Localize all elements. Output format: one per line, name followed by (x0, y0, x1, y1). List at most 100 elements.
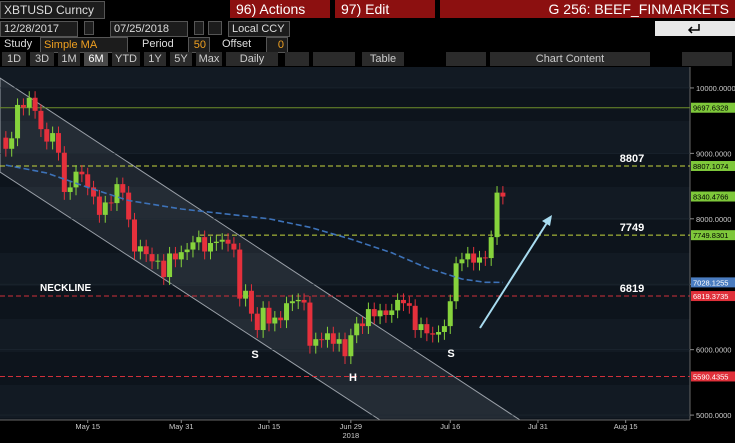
x-tick-label: Jul 31 (528, 422, 548, 431)
level-tag (691, 160, 735, 171)
level-tag (691, 191, 735, 202)
candle-body (307, 302, 313, 346)
range-button[interactable]: 3D (30, 52, 54, 66)
range-button[interactable]: 5Y (170, 52, 192, 66)
candle-body (465, 253, 471, 260)
level-tag-label: 7749.8301 (693, 231, 728, 240)
candle-body (395, 299, 401, 311)
candle-body (260, 307, 266, 331)
candle-body (266, 307, 272, 324)
back-arrow (687, 24, 700, 34)
candle-body (360, 323, 366, 327)
security[interactable]: XBTUSD Curncy (0, 1, 105, 19)
currency[interactable]: Local CCY (228, 21, 290, 37)
candle-body (3, 137, 9, 149)
candle-body (96, 196, 102, 215)
candle-body (424, 324, 430, 334)
settings-icon[interactable] (208, 21, 222, 35)
candle-body (102, 202, 108, 215)
end-date[interactable]: 07/25/2018 (110, 21, 188, 37)
candle-body (488, 237, 494, 259)
start-date[interactable]: 12/28/2017 (0, 21, 78, 37)
candle-body (26, 97, 32, 108)
level-tag-label: 8340.4766 (693, 193, 728, 202)
candle-body (342, 339, 348, 357)
moving-average (5, 164, 503, 284)
candle-body (459, 259, 465, 264)
candle-body (143, 246, 149, 255)
level-tag-label: 8807.1074 (693, 162, 728, 171)
period-input[interactable]: 50 (188, 37, 210, 53)
settings-button[interactable] (682, 52, 732, 66)
candle-body (319, 339, 325, 341)
candle-body (494, 192, 500, 238)
candle-body (471, 253, 477, 263)
candle-body (15, 104, 21, 139)
candle-body (73, 171, 79, 188)
edit-menu[interactable]: 97) Edit (335, 0, 435, 18)
candle-body (172, 253, 178, 260)
range-button[interactable]: 1Y (144, 52, 166, 66)
study-select[interactable]: Simple MA (40, 37, 128, 53)
pattern-label: S (251, 349, 258, 361)
x-tick-label: May 15 (75, 422, 100, 431)
candle-body (202, 237, 208, 252)
back-button[interactable] (655, 21, 735, 36)
collapse-button[interactable] (446, 52, 486, 66)
candle-body (79, 171, 85, 175)
candle-icon[interactable] (313, 52, 355, 66)
candle-body (55, 133, 61, 153)
candle-body (476, 257, 482, 263)
candle-body (196, 237, 202, 243)
candle-body (190, 242, 196, 250)
x-tick-label: Aug 15 (614, 422, 638, 431)
line-icon[interactable] (285, 52, 309, 66)
period-label: Period (142, 38, 174, 50)
x-year-label: 2018 (343, 431, 360, 440)
x-tick-label: Jun 15 (258, 422, 281, 431)
y-tick-label: 5000.0000 (696, 411, 731, 420)
candle-body (324, 333, 330, 340)
candle-body (184, 249, 190, 253)
offset-label: Offset (222, 38, 252, 50)
range-button[interactable]: YTD (112, 52, 140, 66)
candle-body (120, 184, 126, 193)
candle-body (61, 152, 67, 192)
candle-body (254, 313, 260, 331)
level-tag (691, 102, 735, 113)
range-button[interactable]: 1M (58, 52, 80, 66)
table-button[interactable]: Table (362, 52, 404, 66)
candle-body (208, 243, 214, 252)
range-button[interactable]: 1D (2, 52, 26, 66)
candle-body (38, 110, 44, 130)
candle-body (371, 309, 377, 317)
level-tag (691, 291, 735, 302)
range-button[interactable]: 6M (84, 52, 108, 66)
candle-body (336, 339, 342, 344)
level-tag (691, 230, 735, 241)
chart-content-button[interactable]: Chart Content (490, 52, 650, 66)
candle-body (365, 309, 371, 327)
calendar-icon[interactable] (194, 21, 204, 35)
candle-body (243, 290, 249, 299)
candle-body (231, 243, 237, 250)
offset-input[interactable]: 0 (266, 37, 288, 53)
candle-body (248, 290, 254, 314)
candle-body (400, 299, 406, 304)
candle-body (447, 301, 453, 327)
candle-body (50, 133, 56, 142)
candle-body (330, 333, 336, 344)
calendar-icon[interactable] (84, 21, 94, 35)
y-tick-label: 9000.0000 (696, 149, 731, 158)
candle-body (436, 331, 442, 335)
arrow-head (542, 215, 552, 226)
candle-body (137, 246, 143, 252)
range-button[interactable]: Max (196, 52, 222, 66)
candle-body (430, 333, 436, 335)
candle-body (108, 202, 114, 204)
actions-menu[interactable]: 96) Actions (230, 0, 330, 18)
level-tag (691, 277, 735, 288)
candle-body (178, 252, 184, 260)
frequency-select[interactable]: Daily (226, 52, 278, 66)
